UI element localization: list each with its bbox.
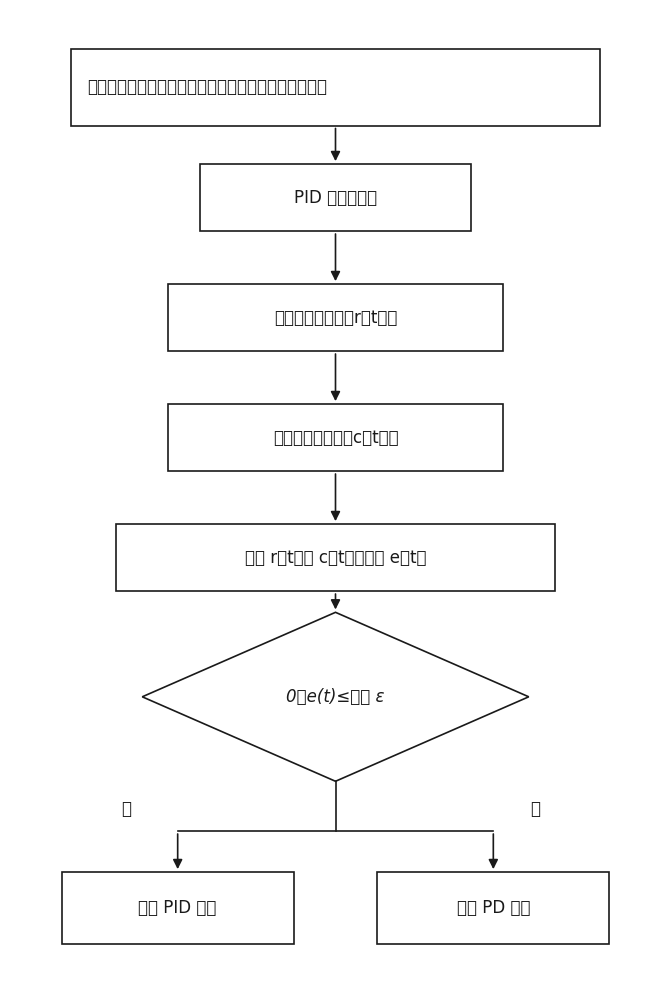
Text: 初始化硬件外部设备（温度传感器模块、加热组件等）: 初始化硬件外部设备（温度传感器模块、加热组件等） bbox=[87, 78, 327, 96]
FancyBboxPatch shape bbox=[62, 872, 294, 944]
FancyBboxPatch shape bbox=[71, 49, 600, 126]
Text: 0＜e(t)≤阈值 ε: 0＜e(t)≤阈值 ε bbox=[287, 688, 384, 706]
Text: 设定上位机温度（r（t））: 设定上位机温度（r（t）） bbox=[274, 309, 397, 327]
FancyBboxPatch shape bbox=[200, 164, 471, 231]
Text: 是: 是 bbox=[121, 800, 131, 818]
Text: 采集传感器温度（c（t））: 采集传感器温度（c（t）） bbox=[272, 429, 399, 447]
Polygon shape bbox=[142, 612, 529, 781]
Text: 计算 r（t）与 c（t）的偏差 e（t）: 计算 r（t）与 c（t）的偏差 e（t） bbox=[245, 549, 426, 567]
Text: 采用 PD 控制: 采用 PD 控制 bbox=[456, 899, 530, 917]
FancyBboxPatch shape bbox=[168, 284, 503, 351]
FancyBboxPatch shape bbox=[117, 524, 554, 591]
Text: 采用 PID 控制: 采用 PID 控制 bbox=[138, 899, 217, 917]
Text: 否: 否 bbox=[530, 800, 540, 818]
Text: PID 参数初始化: PID 参数初始化 bbox=[294, 189, 377, 207]
FancyBboxPatch shape bbox=[377, 872, 609, 944]
FancyBboxPatch shape bbox=[168, 404, 503, 471]
